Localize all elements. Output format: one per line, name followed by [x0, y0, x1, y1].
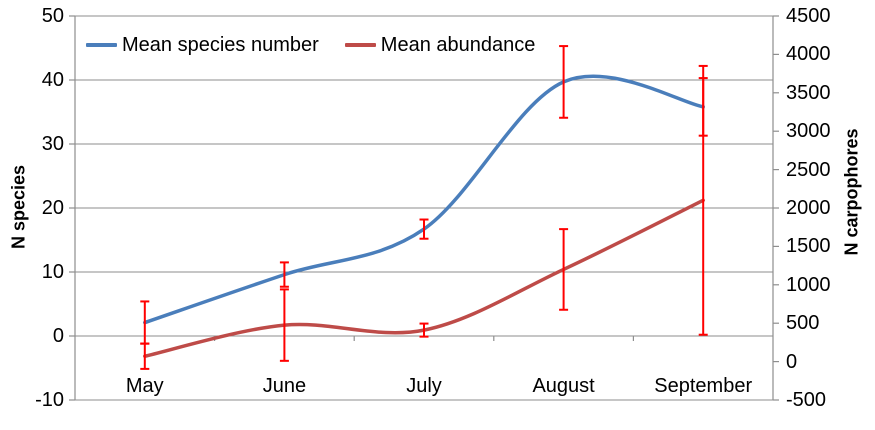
legend-line-swatch-species: [86, 43, 117, 47]
right-axis-tick-label: 3500: [786, 81, 831, 104]
left-axis-tick-label: 20: [41, 197, 64, 219]
legend-label-abundance: Mean abundance: [380, 34, 536, 56]
legend-item-abundance: Mean abundance: [344, 34, 536, 56]
left-axis-title: N species: [8, 164, 29, 250]
right-axis-tick-label: 1000: [786, 273, 831, 296]
left-axis-tick-label: 0: [52, 325, 64, 347]
right-axis-tick-label: 500: [786, 312, 820, 335]
legend-item-species: Mean species number: [86, 34, 319, 56]
legend-line-swatch-abundance: [344, 43, 376, 47]
left-axis-tick-label: 10: [41, 261, 64, 283]
right-axis-tick-label: 2500: [786, 158, 831, 181]
right-axis-tick-label: 4000: [786, 43, 831, 66]
left-axis-tick-label: 30: [41, 133, 64, 155]
category-label-july: July: [406, 375, 442, 397]
category-label-september: September: [654, 375, 753, 397]
category-label-june: June: [262, 375, 307, 397]
left-axis-tick-label: 40: [41, 69, 64, 91]
category-label-august: August: [532, 375, 595, 397]
series-line-0: [143, 74, 705, 325]
right-axis-tick-label: 2000: [786, 197, 831, 219]
legend-label-species: Mean species number: [122, 34, 319, 56]
right-axis-title: N carpophores: [841, 128, 862, 256]
right-axis-tick-label: 1500: [786, 235, 831, 258]
right-axis-tick-label: 4500: [786, 5, 831, 27]
right-axis-tick-label: -500: [786, 389, 827, 411]
category-label-may: May: [125, 375, 164, 397]
left-axis-tick-label: 50: [41, 5, 64, 27]
legend: Mean species number Mean abundance: [86, 34, 535, 56]
right-axis-tick-label: 0: [786, 350, 798, 373]
left-axis-tick-label: -10: [35, 389, 64, 411]
right-axis-tick-label: 3000: [786, 120, 831, 143]
